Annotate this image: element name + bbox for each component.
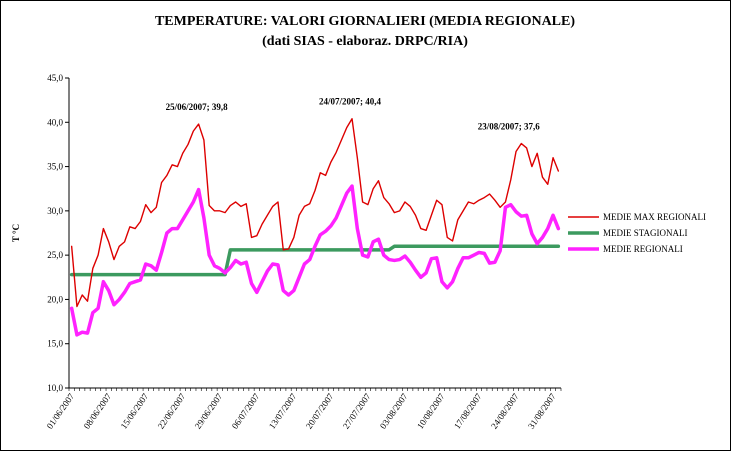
y-axis-label: T °C [11,224,21,242]
x-tick-label: 01/06/2007 [45,391,77,431]
x-tick-label: 29/06/2007 [193,391,225,431]
y-tick-label: 15,0 [47,339,63,349]
x-tick-label: 08/06/2007 [82,391,114,431]
y-tick-label: 10,0 [47,383,63,393]
peak-annotation: 24/07/2007; 40,4 [319,97,381,107]
peak-annotation: 25/06/2007; 39,8 [166,102,228,112]
x-tick-label: 03/08/2007 [378,391,410,431]
x-tick-label: 15/06/2007 [119,391,151,431]
y-tick-label: 35,0 [47,162,63,172]
legend-label: MEDIE REGIONALI [603,244,683,254]
series-line-2 [69,184,561,337]
x-tick-label: 06/07/2007 [230,391,262,431]
legend-label: MEDIE MAX REGIONALI [603,212,706,222]
x-tick-label: 31/08/2007 [526,391,558,431]
y-tick-label: 30,0 [47,206,63,216]
x-tick-label: 22/06/2007 [156,391,188,431]
series-line-0 [70,118,560,308]
chart-title: TEMPERATURE: VALORI GIORNALIERI (MEDIA R… [155,14,575,29]
x-tick-label: 27/07/2007 [341,391,373,431]
x-tick-label: 20/07/2007 [304,391,336,431]
peak-annotation: 23/08/2007; 37,6 [478,122,540,132]
x-tick-label: 13/07/2007 [267,391,299,431]
legend-label: MEDIE STAGIONALI [603,228,688,238]
x-tick-label: 10/08/2007 [415,391,447,431]
y-tick-label: 45,0 [47,73,63,83]
y-tick-label: 40,0 [47,117,63,127]
y-tick-label: 25,0 [47,250,63,260]
x-tick-label: 17/08/2007 [452,391,484,431]
x-tick-label: 24/08/2007 [489,391,521,431]
chart-subtitle: (dati SIAS - elaboraz. DRPC/RIA) [262,34,468,49]
y-tick-label: 20,0 [47,294,63,304]
